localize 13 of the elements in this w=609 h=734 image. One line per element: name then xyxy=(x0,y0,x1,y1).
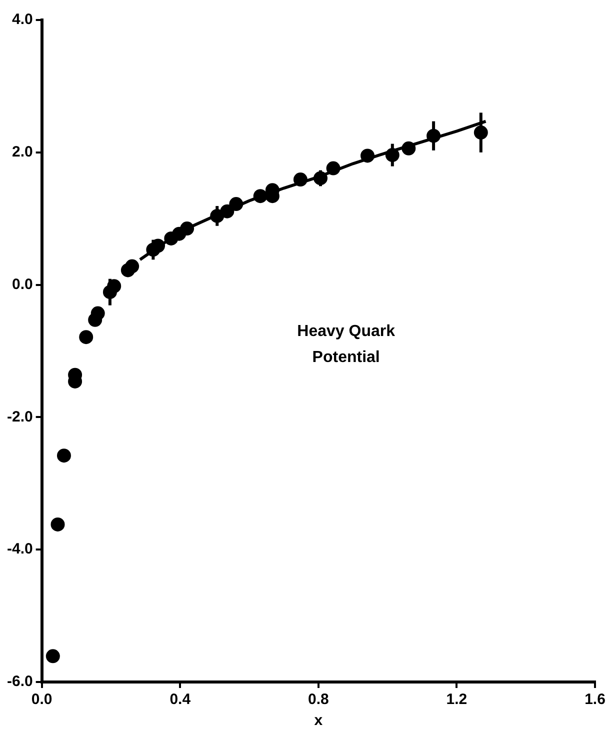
y-tick-label: 2.0 xyxy=(12,144,33,161)
x-tick-label: 1.6 xyxy=(584,691,606,708)
y-tick-label: 4.0 xyxy=(12,11,33,28)
annotation: Heavy Quark Potential xyxy=(297,322,396,366)
x-axis-title: x xyxy=(314,712,324,730)
x-tick-label: 0.4 xyxy=(170,691,192,708)
x-tick-label: 0.8 xyxy=(308,691,329,708)
x-tick-label: 1.2 xyxy=(446,691,468,708)
x-tick-label: 0.0 xyxy=(31,691,52,708)
y-tick-label: -6.0 xyxy=(6,673,33,690)
y-tick-label: -2.0 xyxy=(6,408,33,426)
y-tick-label: -4.0 xyxy=(6,540,33,558)
y-tick-label: 0.0 xyxy=(12,276,33,293)
